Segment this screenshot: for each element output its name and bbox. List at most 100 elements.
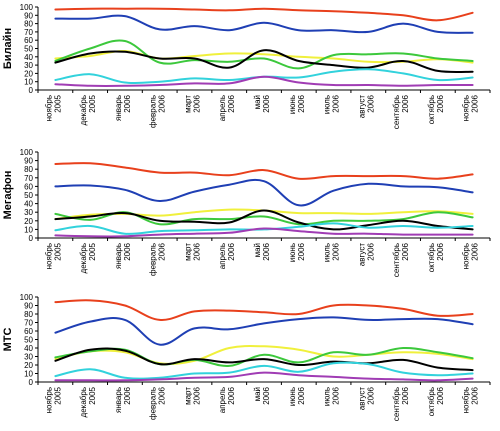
y-tick-label: 50 <box>24 336 33 345</box>
y-tick-label: 20 <box>24 361 33 370</box>
series-line-1 <box>54 162 474 180</box>
x-tick-month: сентябрь <box>392 95 401 129</box>
y-tick-label: 70 <box>24 319 33 328</box>
series-line-3 <box>54 49 474 64</box>
y-tick-label: 80 <box>24 310 33 319</box>
x-tick-label: июнь2006 <box>288 94 306 114</box>
series-line-5 <box>54 49 474 74</box>
x-tick-label: февраль2006 <box>149 94 167 128</box>
x-tick-month: май <box>253 95 262 109</box>
x-tick-month: октябрь <box>427 387 436 416</box>
x-tick-month: сентябрь <box>392 243 401 277</box>
x-tick-label: июль2006 <box>323 94 341 114</box>
x-tick-month: декабрь <box>79 243 88 273</box>
panel-ylabel: МТС <box>2 328 14 352</box>
x-tick-year: 2006 <box>262 386 271 404</box>
x-tick-label: август2006 <box>357 242 375 266</box>
x-tick-label: август2006 <box>357 386 375 410</box>
x-tick-year: 2006 <box>366 386 375 404</box>
x-tick-label: май2006 <box>253 386 271 404</box>
x-tick-month: май <box>253 243 262 257</box>
x-tick-year: 2006 <box>297 242 306 260</box>
y-tick-label: 60 <box>24 182 33 191</box>
x-tick-label: ноябрь2005 <box>44 242 62 269</box>
series-line-7 <box>54 371 474 382</box>
x-tick-label: декабрь2005 <box>79 242 97 273</box>
y-tick-label: 60 <box>24 36 33 45</box>
x-tick-year: 2006 <box>192 386 201 404</box>
x-tick-year: 2005 <box>88 94 97 112</box>
x-tick-year: 2006 <box>436 94 445 112</box>
x-tick-year: 2006 <box>401 242 410 260</box>
x-tick-label: апрель2006 <box>218 94 236 121</box>
x-tick-month: июнь <box>288 95 297 114</box>
x-tick-month: июль <box>323 387 332 406</box>
x-tick-month: январь <box>114 95 123 121</box>
x-tick-year: 2006 <box>297 94 306 112</box>
x-tick-label: ноябрь2005 <box>44 386 62 413</box>
x-tick-month: октябрь <box>427 243 436 272</box>
y-tick-label: 70 <box>24 174 33 183</box>
x-tick-year: 2006 <box>366 94 375 112</box>
series-line-2 <box>54 14 474 34</box>
x-tick-label: январь2006 <box>114 94 132 121</box>
x-tick-year: 2006 <box>297 386 306 404</box>
x-tick-label: июль2006 <box>323 386 341 406</box>
y-tick-label: 30 <box>24 61 33 70</box>
x-tick-year: 2006 <box>158 94 167 112</box>
x-tick-month: февраль <box>149 387 158 420</box>
x-tick-year: 2006 <box>471 242 480 260</box>
x-tick-month: февраль <box>149 95 158 128</box>
x-tick-label: июнь2006 <box>288 386 306 406</box>
x-tick-year: 2005 <box>53 94 62 112</box>
x-tick-label: январь2006 <box>114 386 132 413</box>
x-tick-year: 2006 <box>192 242 201 260</box>
x-tick-month: июль <box>323 243 332 262</box>
x-tick-month: ноябрь <box>462 95 471 121</box>
x-tick-year: 2005 <box>53 242 62 260</box>
x-tick-year: 2006 <box>262 94 271 112</box>
x-tick-month: декабрь <box>79 95 88 125</box>
x-tick-label: март2006 <box>183 94 201 112</box>
x-tick-year: 2006 <box>227 386 236 404</box>
y-tick-label: 20 <box>24 217 33 226</box>
series-line-3 <box>54 345 474 365</box>
panel-ylabel: Мегафон <box>2 171 14 220</box>
x-tick-year: 2006 <box>227 94 236 112</box>
x-tick-month: август <box>357 95 366 119</box>
x-tick-month: август <box>357 387 366 411</box>
x-tick-month: ноябрь <box>44 387 53 413</box>
x-tick-month: август <box>357 243 366 267</box>
x-tick-label: октябрь2006 <box>427 94 445 124</box>
x-tick-label: апрель2006 <box>218 386 236 413</box>
y-tick-label: 90 <box>24 157 33 166</box>
x-tick-year: 2006 <box>366 242 375 260</box>
x-tick-year: 2006 <box>192 94 201 112</box>
y-tick-label: 30 <box>24 353 33 362</box>
y-tick-label: 90 <box>24 302 33 311</box>
x-tick-label: май2006 <box>253 94 271 112</box>
x-tick-year: 2006 <box>436 386 445 404</box>
y-tick-label: 30 <box>24 208 33 217</box>
series-line-1 <box>54 7 474 22</box>
series-line-7 <box>54 227 474 238</box>
x-tick-year: 2006 <box>332 386 341 404</box>
x-tick-label: январь2006 <box>114 242 132 269</box>
x-tick-year: 2005 <box>53 386 62 404</box>
series-line-6 <box>54 361 474 380</box>
x-tick-label: август2006 <box>357 94 375 118</box>
x-tick-month: ноябрь <box>462 387 471 413</box>
x-tick-label: ноябрь2006 <box>462 242 480 269</box>
x-tick-month: март <box>183 95 192 113</box>
x-tick-label: май2006 <box>253 242 271 260</box>
x-tick-label: июнь2006 <box>288 242 306 262</box>
y-tick-label: 100 <box>20 293 34 302</box>
y-tick-label: 0 <box>29 234 34 243</box>
x-tick-month: май <box>253 387 262 401</box>
series-line-1 <box>54 299 474 321</box>
x-tick-year: 2006 <box>401 94 410 112</box>
